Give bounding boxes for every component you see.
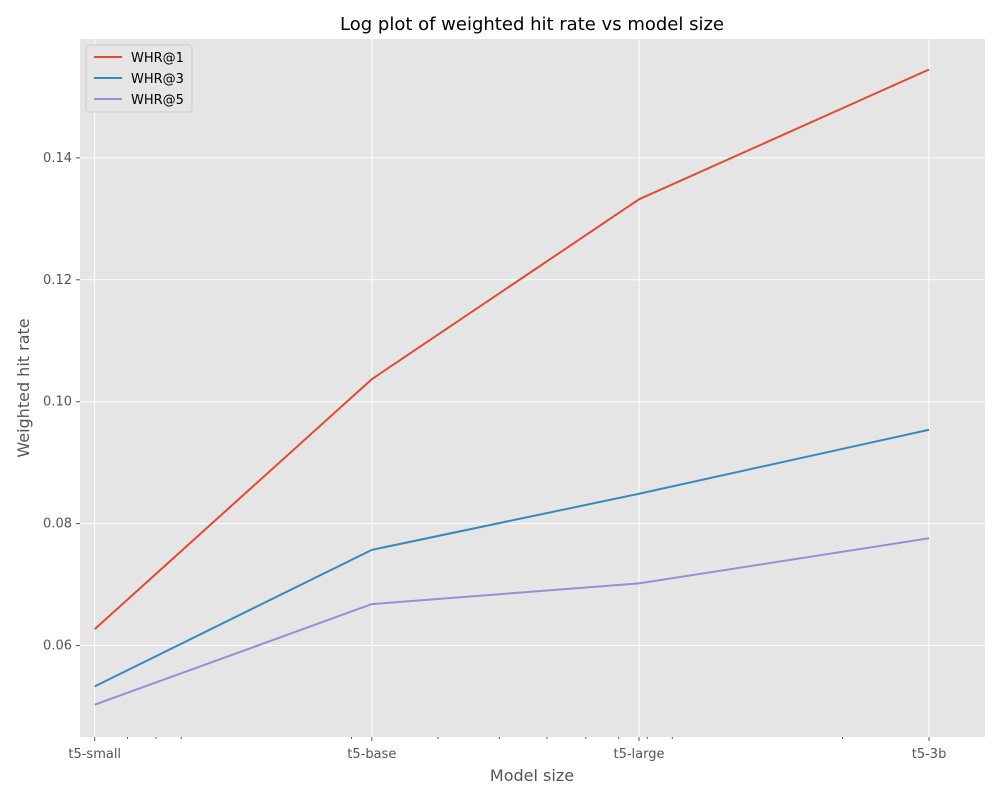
x-tick-label: t5-large [613, 747, 664, 762]
series-lines [94, 68, 930, 706]
x-tick-label: t5-small [68, 747, 121, 762]
y-axis-label: Weighted hit rate [14, 318, 33, 457]
data-point [928, 537, 930, 539]
x-axis-ticks: t5-small t5-base t5-large t5-3b [68, 737, 946, 762]
y-tick-label: 0.10 [43, 395, 72, 410]
legend: WHR@1 WHR@3 WHR@5 [85, 44, 193, 113]
grid-lines [80, 39, 985, 737]
chart-title: Log plot of weighted hit rate vs model s… [340, 14, 724, 35]
data-point [94, 685, 96, 687]
x-axis-label: Model size [490, 766, 574, 785]
data-point [371, 603, 373, 605]
y-tick-label: 0.14 [43, 151, 72, 166]
y-tick-label: 0.08 [43, 517, 72, 532]
data-point [638, 582, 640, 584]
data-point [371, 378, 373, 380]
y-tick-label: 0.12 [43, 273, 72, 288]
legend-label-whr5: WHR@5 [131, 93, 184, 108]
data-point [928, 429, 930, 431]
series-line-whr5 [94, 537, 930, 706]
legend-label-whr1: WHR@1 [131, 51, 184, 66]
y-tick-label: 0.06 [43, 639, 72, 654]
data-point [371, 549, 373, 551]
legend-box [85, 44, 193, 113]
y-axis-ticks: 0.06 0.08 0.10 0.12 0.14 [43, 151, 80, 654]
plot-area [80, 39, 985, 737]
data-point [638, 493, 640, 495]
data-point [928, 68, 930, 70]
data-point [94, 704, 96, 706]
x-tick-label: t5-3b [912, 747, 947, 762]
data-point [638, 198, 640, 200]
legend-label-whr3: WHR@3 [131, 72, 184, 87]
series-line-whr1 [94, 68, 930, 630]
series-line-whr3 [94, 428, 930, 688]
x-tick-label: t5-base [347, 747, 396, 762]
data-point [94, 628, 96, 630]
